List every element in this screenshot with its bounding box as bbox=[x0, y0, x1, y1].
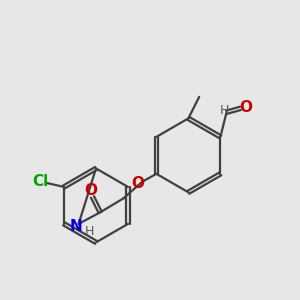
Text: O: O bbox=[239, 100, 252, 115]
Text: O: O bbox=[131, 176, 144, 191]
Text: H: H bbox=[220, 104, 229, 117]
Text: Cl: Cl bbox=[32, 174, 48, 189]
Text: O: O bbox=[84, 183, 98, 198]
Text: N: N bbox=[70, 220, 83, 235]
Text: H: H bbox=[85, 225, 94, 238]
